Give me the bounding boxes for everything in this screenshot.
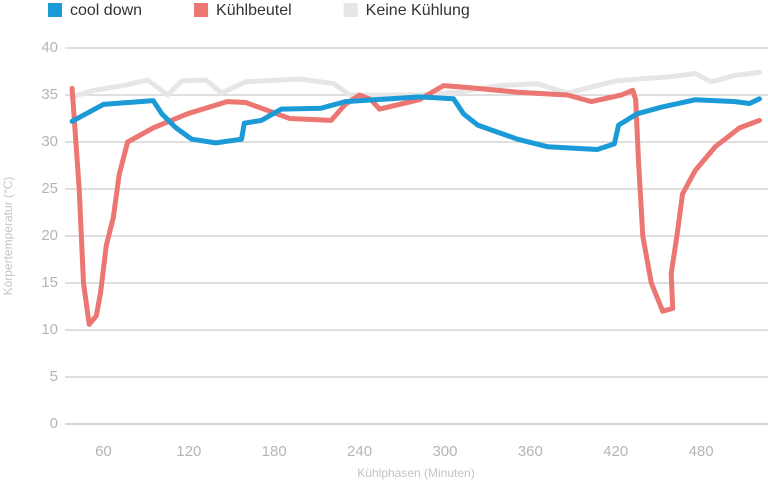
- y-tick-label: 25: [41, 180, 58, 197]
- y-tick-label: 5: [50, 368, 58, 385]
- legend-swatch: [343, 3, 358, 17]
- series-line: [69, 94, 762, 152]
- series-line: [69, 69, 762, 100]
- legend-swatch: [48, 3, 62, 17]
- series-line: [69, 83, 762, 327]
- y-tick-label: 30: [41, 133, 58, 150]
- legend-label: Kühlbeutel: [216, 2, 292, 19]
- y-tick-label: 15: [41, 274, 58, 291]
- legend-swatch: [194, 3, 209, 17]
- x-tick-label: 180: [262, 443, 287, 460]
- legend-label: cool down: [70, 2, 142, 19]
- x-tick-label: 60: [95, 443, 112, 460]
- y-tick-label: 0: [50, 415, 58, 432]
- x-tick-label: 120: [176, 443, 201, 460]
- y-tick-label: 10: [41, 321, 58, 338]
- y-axis-title: Körpertemperatur (°C): [1, 177, 15, 296]
- y-tick-label: 40: [41, 39, 58, 56]
- x-tick-label: 420: [603, 443, 628, 460]
- x-tick-label: 300: [432, 443, 457, 460]
- y-tick-label: 20: [41, 227, 58, 244]
- legend-label: Keine Kühlung: [366, 2, 470, 19]
- x-axis-title: Kühlphasen (Minuten): [357, 466, 474, 480]
- x-tick-label: 360: [518, 443, 543, 460]
- x-tick-label: 240: [347, 443, 372, 460]
- x-tick-label: 480: [689, 443, 714, 460]
- y-tick-label: 35: [41, 86, 58, 103]
